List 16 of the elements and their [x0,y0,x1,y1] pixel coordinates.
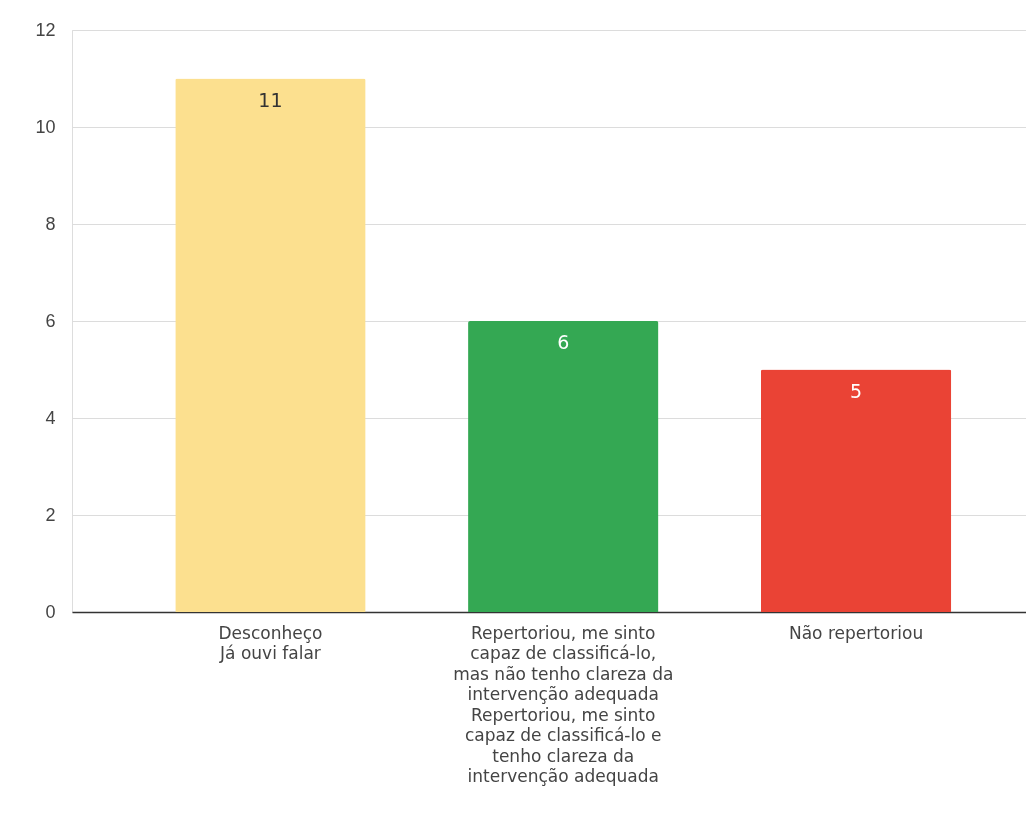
y-tick-label: 6 [45,310,56,331]
bar [468,321,659,612]
bar [175,78,366,612]
x-tick-label: Desconheço Já ouvi falar [218,622,323,663]
x-tick-label: Repertoriou, me sinto capaz de classificá-lo, mas não tenho clareza da intervenção adequada Repertoriou, me sinto capaz de classificá-lo e tenho clareza da intervenção adequada [453,622,674,786]
y-tick-label: 2 [45,504,56,525]
y-tick-label: 0 [45,601,56,622]
data-label: 5 [850,379,863,402]
bar [760,369,952,612]
data-label: 11 [258,88,283,111]
y-tick-label: 8 [45,213,56,234]
y-tick-label: 10 [35,116,56,137]
x-tick-label: Não repertoriou [788,622,924,643]
y-tick-label: 4 [45,407,56,428]
data-label: 6 [557,331,570,353]
y-tick-label: 12 [35,19,56,40]
